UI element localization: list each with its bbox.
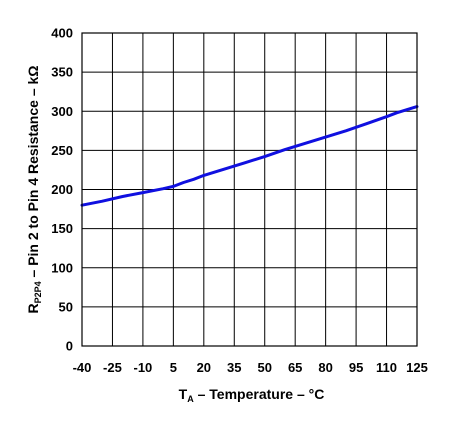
grid (82, 33, 417, 346)
x-axis-label: TA – Temperature – °C (179, 386, 325, 404)
x-tick-label: 50 (257, 360, 271, 375)
x-tick-label: 95 (349, 360, 363, 375)
y-axis-label: RP2P4 – Pin 2 to Pin 4 Resistance – kΩ (25, 65, 43, 313)
x-tick-label: 125 (406, 360, 428, 375)
series-line (80, 105, 419, 207)
y-tick-label: 350 (51, 65, 73, 80)
y-axis-label-main: R (25, 303, 41, 313)
y-tick-label: 300 (51, 104, 73, 119)
y-tick-label: 400 (51, 26, 73, 41)
y-axis-label-rest: – Pin 2 to Pin 4 Resistance – kΩ (25, 65, 41, 281)
x-tick-label: 110 (376, 360, 397, 375)
x-axis-label-sub: A (187, 394, 194, 404)
plot-frame (81, 32, 418, 347)
y-tick-label: 0 (66, 339, 73, 354)
x-tick-label: 5 (170, 360, 177, 375)
x-tick-label: 65 (288, 360, 302, 375)
y-tick-label: 250 (51, 143, 73, 158)
x-tick-label: 20 (197, 360, 211, 375)
series-layer (80, 105, 419, 207)
y-tick-label: 200 (51, 182, 73, 197)
y-tick-label: 100 (51, 260, 73, 275)
x-tick-label: -25 (103, 360, 122, 375)
x-tick-label: 80 (318, 360, 332, 375)
y-tick-label: 50 (59, 299, 73, 314)
x-tick-label: -10 (134, 360, 153, 375)
x-axis-label-main: T (179, 386, 188, 402)
x-tick-label: 35 (227, 360, 241, 375)
y-tick-label: 150 (51, 221, 73, 236)
y-axis-label-sub: P2P4 (33, 281, 43, 303)
x-axis-label-rest: – Temperature – °C (194, 386, 325, 402)
y-axis-tick-labels: 0 50 100 150 200 250 300 350 400 (51, 26, 73, 354)
x-tick-label: -40 (73, 360, 92, 375)
x-axis-tick-labels: -40 -25 -10 5 20 35 50 65 80 95 110 125 (73, 360, 428, 375)
